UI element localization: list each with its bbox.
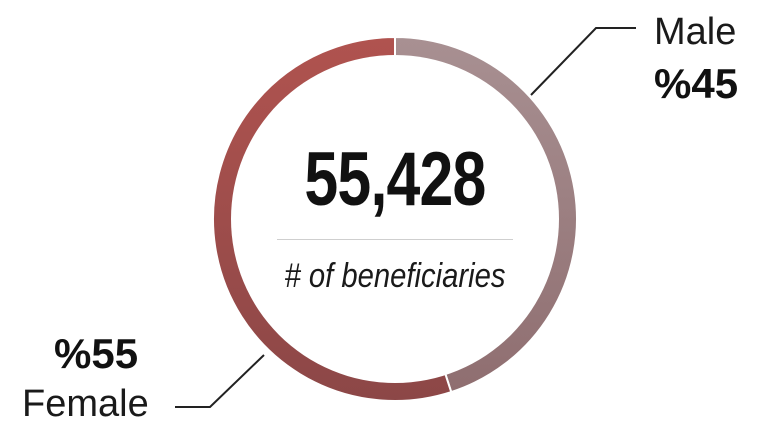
female-label: Female: [22, 383, 149, 425]
male-percentage: %45: [654, 60, 739, 107]
female-percentage: %55: [54, 330, 139, 377]
beneficiaries-total: 55,428: [304, 137, 486, 222]
male-label: Male: [654, 11, 737, 53]
donut-hole: [231, 55, 559, 383]
center-divider: [277, 239, 513, 240]
male-leader-line: [530, 27, 636, 96]
female-leader-line: [175, 354, 265, 408]
beneficiaries-caption: # of beneficiaries: [284, 257, 506, 295]
